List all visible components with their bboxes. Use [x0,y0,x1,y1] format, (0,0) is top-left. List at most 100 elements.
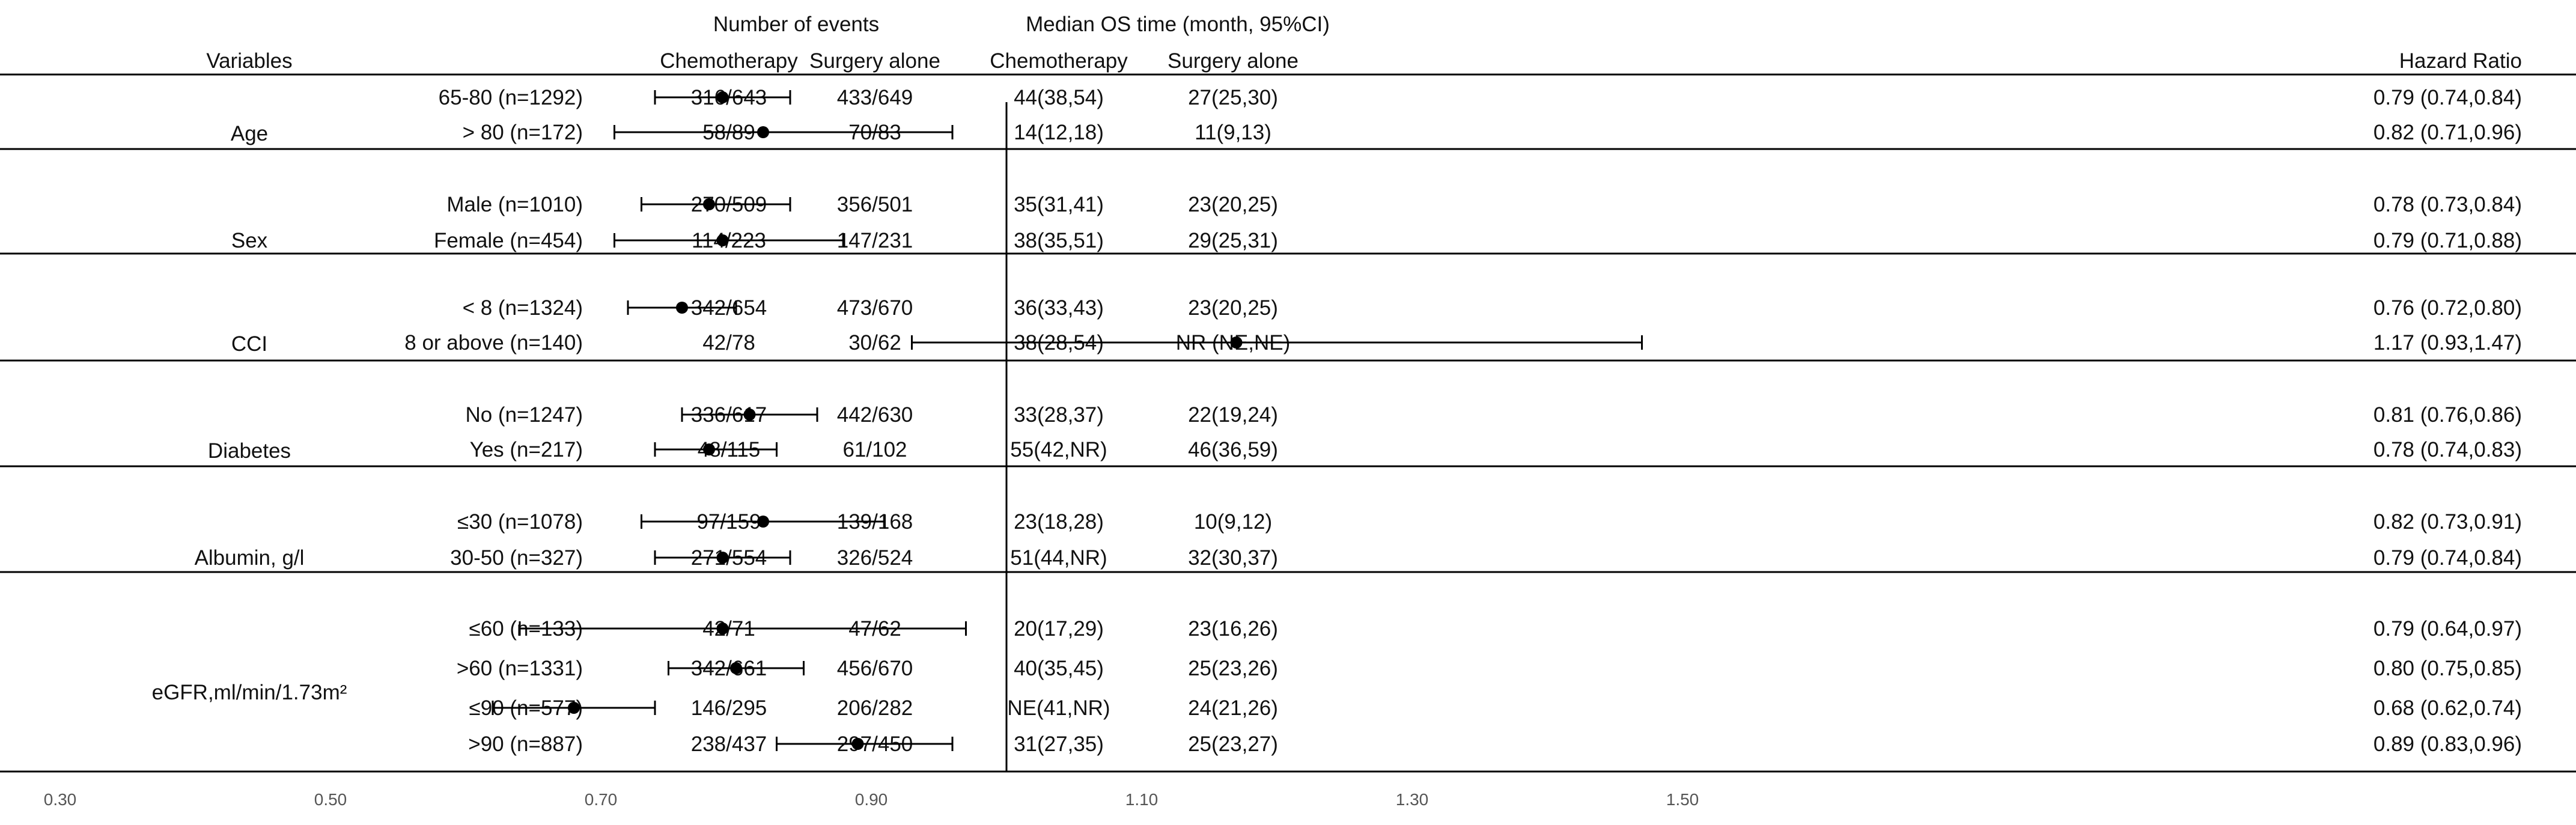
chemo-median-cell: 33(28,37) [1014,403,1104,427]
plot-area [492,90,1643,772]
hazard-ratio-label: 0.76 (0.72,0.80) [2374,296,2522,320]
surgery-events-cell: 473/670 [837,296,913,320]
chemo-median-cell: 44(38,54) [1014,86,1104,109]
surgery-median-cell: 27(25,30) [1188,86,1278,109]
hazard-ratio-label: 0.79 (0.64,0.97) [2374,617,2522,641]
variables-header: Variables [206,49,292,73]
surgery-events-cell: 456/670 [837,657,913,680]
surgery-events-cell: 61/102 [842,438,907,461]
x-tick-label: 0.70 [585,790,618,809]
surgery-median-cell: 29(25,31) [1188,229,1278,252]
surgery-median-cell: 23(20,25) [1188,193,1278,216]
x-tick-label: 0.90 [855,790,888,809]
variable-label: Albumin, g/l [195,546,305,570]
surgery-median-header: Surgery alone [1168,49,1299,73]
hr-point [743,409,756,421]
table-header: Number of events Median OS time (month, … [206,13,2522,73]
subgroup-label: ≤30 (n=1078) [457,510,583,534]
hr-point [703,443,715,455]
hazard-ratio-header: Hazard Ratio [2399,49,2522,73]
subgroup-label: No (n=1247) [465,403,583,427]
surgery-events-cell: 442/630 [837,403,913,427]
chemo-events-cell: 146/295 [691,696,767,720]
subgroup-label: Yes (n=217) [470,438,583,461]
median-group-header: Median OS time (month, 95%CI) [1026,13,1330,36]
hazard-ratio-label: 0.78 (0.74,0.83) [2374,438,2522,461]
chemo-median-cell: 31(27,35) [1014,732,1104,756]
subgroup-label: 30-50 (n=327) [450,546,583,570]
hr-point [703,198,715,210]
chemo-median-cell: 23(18,28) [1014,510,1104,534]
subgroup-label: 65-80 (n=1292) [439,86,583,109]
chemo-median-cell: 55(42,NR) [1010,438,1107,461]
subgroup-label: < 8 (n=1324) [463,296,583,320]
chemo-median-cell: 36(33,43) [1014,296,1104,320]
hr-point [676,302,688,314]
hazard-ratio-label: 0.79 (0.74,0.84) [2374,86,2522,109]
x-axis: 0.30 0.50 0.70 0.90 1.10 1.30 1.50 [44,790,1699,809]
hr-point [1230,336,1243,349]
chemo-median-cell: 20(17,29) [1014,617,1104,641]
chemo-median-header: Chemotherapy [990,49,1128,73]
chemo-events-cell: 238/437 [691,732,767,756]
hazard-ratio-label: 0.82 (0.71,0.96) [2374,121,2522,144]
surgery-events-cell: 356/501 [837,193,913,216]
variable-label: eGFR,ml/min/1.73m² [152,681,347,704]
hr-point [716,234,729,246]
surgery-median-cell: 24(21,26) [1188,696,1278,720]
subgroup-label: Female (n=454) [434,229,583,252]
hr-point [851,738,864,750]
chemo-median-cell: NE(41,NR) [1007,696,1110,720]
chemo-median-cell: 40(35,45) [1014,657,1104,680]
x-tick-label: 1.50 [1666,790,1699,809]
hr-point [716,91,729,103]
hr-point [716,552,729,564]
surgery-median-cell: 23(20,25) [1188,296,1278,320]
x-tick-label: 0.30 [44,790,77,809]
surgery-median-cell: 25(23,26) [1188,657,1278,680]
hr-point [568,702,580,714]
hazard-ratio-label: 0.68 (0.62,0.74) [2374,696,2522,720]
hazard-ratio-label: 0.89 (0.83,0.96) [2374,732,2522,756]
hr-point [716,623,729,635]
surgery-median-cell: 10(9,12) [1194,510,1272,534]
chemo-median-cell: 38(35,51) [1014,229,1104,252]
x-tick-label: 1.10 [1125,790,1159,809]
hr-point [757,516,769,528]
variable-label: Diabetes [208,439,291,463]
variable-label: Age [231,122,268,145]
chemo-median-cell: 35(31,41) [1014,193,1104,216]
surgery-events-cell: 147/231 [837,229,913,252]
surgery-median-cell: 46(36,59) [1188,438,1278,461]
chemo-events-cell: 42/78 [702,331,755,355]
surgery-median-cell: 22(19,24) [1188,403,1278,427]
subgroup-label: Male (n=1010) [446,193,583,216]
hazard-ratio-label: 0.81 (0.76,0.86) [2374,403,2522,427]
hazard-ratio-label: 1.17 (0.93,1.47) [2374,331,2522,355]
surgery-events-cell: 30/62 [848,331,901,355]
hazard-ratio-label: 0.79 (0.71,0.88) [2374,229,2522,252]
x-tick-label: 1.30 [1396,790,1429,809]
surgery-median-cell: 25(23,27) [1188,732,1278,756]
variable-label: CCI [231,332,267,356]
hazard-ratio-label: 0.82 (0.73,0.91) [2374,510,2522,534]
hazard-ratio-label: 0.80 (0.75,0.85) [2374,657,2522,680]
hazard-ratio-label: 0.79 (0.74,0.84) [2374,546,2522,570]
surgery-median-cell: 23(16,26) [1188,617,1278,641]
surgery-events-cell: 433/649 [837,86,913,109]
subgroup-label: >90 (n=887) [468,732,583,756]
subgroup-label: > 80 (n=172) [463,121,583,144]
surgery-median-cell: 32(30,37) [1188,546,1278,570]
subgroup-label: >60 (n=1331) [457,657,583,680]
chemo-events-header: Chemotherapy [660,49,798,73]
hr-point [757,126,769,138]
hr-point [730,662,742,674]
subgroup-label: 8 or above (n=140) [404,331,583,355]
surgery-median-cell: 11(9,13) [1195,121,1271,144]
hazard-ratio-label: 0.78 (0.73,0.84) [2374,193,2522,216]
chemo-median-cell: 51(44,NR) [1010,546,1107,570]
events-group-header: Number of events [713,13,879,36]
x-tick-label: 0.50 [314,790,347,809]
